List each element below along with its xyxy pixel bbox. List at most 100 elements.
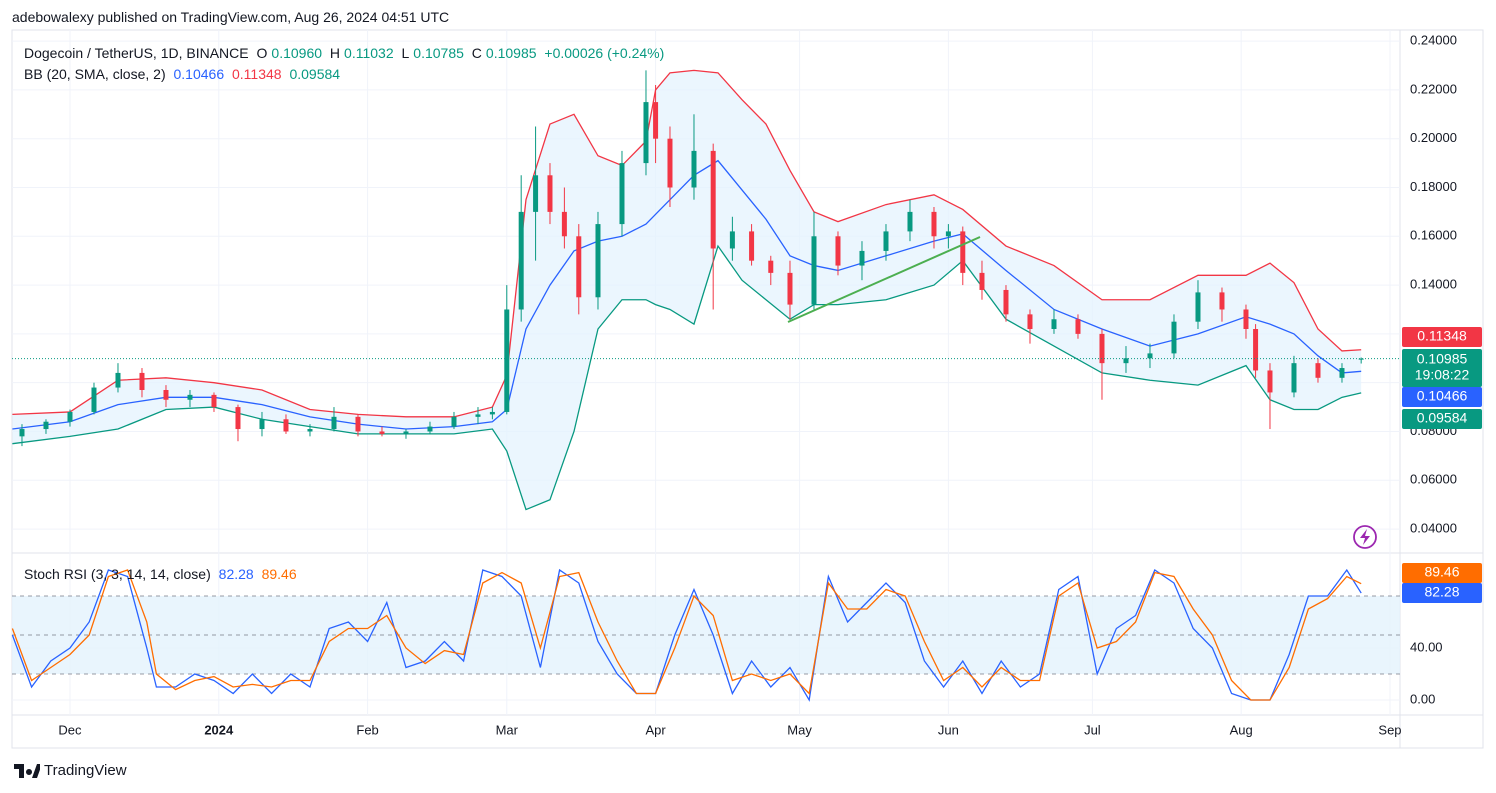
last-price-badge	[1402, 349, 1482, 387]
bb-value: 0.09584	[289, 66, 341, 82]
change: +0.00026 (+0.24%)	[544, 45, 665, 61]
candle-body	[43, 421, 49, 430]
candle-body	[945, 231, 951, 237]
rsi-d-badge	[1402, 563, 1482, 583]
alert-bolt	[1360, 529, 1370, 545]
candle-body	[91, 387, 97, 412]
candle-body	[1195, 292, 1201, 322]
candle-body	[307, 429, 313, 432]
candle-body	[1219, 292, 1225, 310]
frame	[11, 29, 1484, 749]
candle-body	[653, 102, 659, 139]
bb-value: 0.11348	[232, 66, 282, 82]
candle-body	[768, 260, 774, 273]
candle-body	[187, 394, 193, 400]
candle-body	[960, 231, 966, 273]
price-legend: Dogecoin / TetherUS, 1D, BINANCE O 0.1096…	[24, 45, 672, 61]
ohlc: O 0.10960 H 0.11032 L 0.10785 C 0.10985 +0.0…	[257, 45, 669, 61]
candle-body	[1003, 289, 1009, 315]
publisher-line: adebowalexy published on TradingView.com…	[12, 9, 450, 25]
c-key: C	[471, 45, 482, 61]
y-tick-label: 0.14000	[1410, 277, 1457, 292]
candle-body	[475, 414, 481, 417]
bb-legend: BB (20, SMA, close, 2) 0.10466 0.11348 0…	[24, 66, 344, 82]
upper-band-badge	[1402, 327, 1482, 347]
candle-body	[235, 407, 241, 430]
candle-body	[283, 419, 289, 432]
candle-body	[115, 372, 121, 388]
alert-icon	[1353, 525, 1377, 549]
candle-body	[19, 429, 25, 437]
candle-body	[859, 250, 865, 266]
candle-body	[211, 394, 217, 408]
candle-body	[1243, 309, 1249, 329]
candle-body	[1075, 319, 1081, 334]
candle-body	[1267, 370, 1273, 393]
candle-body	[518, 211, 524, 310]
y-tick-label: 0.04000	[1410, 521, 1457, 536]
candle-body	[139, 372, 145, 390]
y-tick-label: 0.20000	[1410, 130, 1457, 145]
trend-line	[787, 236, 981, 323]
candle-body	[1358, 358, 1364, 360]
band-fill	[12, 70, 1362, 510]
candle-body	[595, 224, 601, 298]
l-key: L	[401, 45, 410, 61]
y-tick-label: 0.18000	[1410, 179, 1457, 194]
candle-body	[811, 236, 817, 305]
logo-mark	[14, 763, 40, 778]
candle-body	[504, 309, 510, 412]
logo: TradingView	[14, 762, 127, 779]
o-value: 0.10960	[271, 45, 323, 61]
lower-band-badge-text: 0.09584	[1417, 410, 1468, 426]
x-tick-label: Mar	[496, 722, 519, 737]
rsi-k-badge-text: 82.28	[1424, 584, 1459, 600]
candle-body	[1315, 363, 1321, 378]
x-tick-label: Sep	[1378, 722, 1401, 737]
rsi-legend: Stoch RSI (3, 3, 14, 14, close) 82.28 89…	[24, 566, 301, 582]
rsi-d-badge-text: 89.46	[1424, 564, 1459, 580]
x-tick-label: Aug	[1230, 722, 1253, 737]
y-tick-label: 0.06000	[1410, 472, 1457, 487]
candle-body	[355, 416, 361, 432]
candle-body	[619, 163, 625, 225]
y-tick-label: 0.24000	[1410, 33, 1457, 48]
h-value: 0.11032	[344, 45, 394, 61]
mid-band-badge-text: 0.10466	[1417, 388, 1468, 404]
candle-body	[667, 138, 673, 188]
o-key: O	[256, 45, 268, 61]
rsi-value: 82.28	[218, 566, 254, 582]
bb-value: 0.10466	[173, 66, 225, 82]
plot	[11, 69, 1400, 702]
upper-band-badge-text: 0.11348	[1417, 328, 1467, 344]
rsi-title: Stoch RSI (3, 3, 14, 14, close)	[24, 566, 211, 582]
candle-body	[163, 389, 169, 400]
candle-body	[533, 175, 539, 212]
c-value: 0.10985	[485, 45, 537, 61]
candle-body	[710, 150, 716, 249]
line	[11, 568, 1362, 702]
candle-body	[691, 150, 697, 188]
mid-band-badge	[1402, 387, 1482, 407]
candle-body	[576, 236, 582, 298]
candle-body	[489, 411, 495, 415]
candle-body	[379, 431, 385, 434]
candle-body	[907, 211, 913, 232]
candle-body	[547, 175, 553, 212]
candle-body	[1339, 368, 1345, 378]
y-tick-label: 40.00	[1410, 639, 1443, 654]
rsi-k-badge	[1402, 583, 1482, 603]
line	[12, 69, 1362, 418]
y-tick-label: 0.16000	[1410, 228, 1457, 243]
candle-body	[749, 231, 755, 261]
alert-circle	[1353, 525, 1377, 549]
candle-body	[643, 102, 649, 164]
x-tick-label: Jun	[938, 722, 959, 737]
candle-body	[835, 236, 841, 266]
candle-body	[729, 231, 735, 249]
candle-body	[1147, 353, 1153, 359]
candle-body	[1253, 328, 1259, 371]
line	[12, 244, 1362, 511]
candle-body	[403, 431, 409, 434]
candle-body	[1099, 333, 1105, 364]
